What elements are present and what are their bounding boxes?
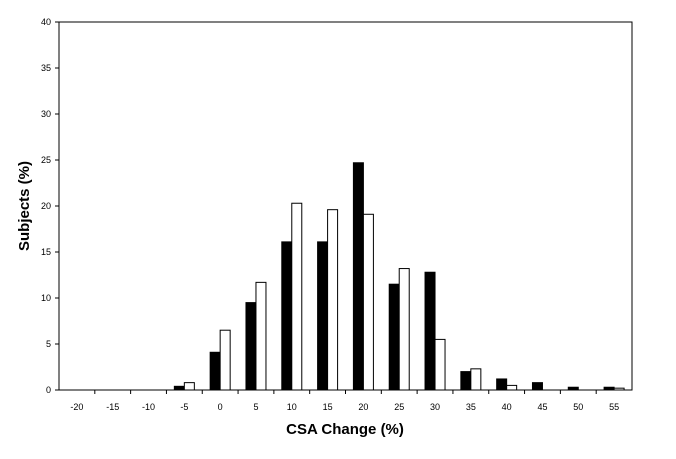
y-tick-label: 25 [41,155,51,165]
bar-series-1-25 [388,283,400,391]
x-tick-label: -5 [180,402,188,412]
bar-series-2-5 [255,281,267,391]
bar-series-1-40 [496,378,508,391]
bar-series-1-15 [317,241,329,391]
plot-area [58,21,633,391]
x-tick-label: 40 [502,402,512,412]
x-tick-label: 55 [609,402,619,412]
x-tick-label: 5 [253,402,258,412]
y-axis: 0 5 10 15 20 25 30 35 40 [41,17,59,395]
bar-series-2-40 [506,384,518,391]
y-tick-label: 30 [41,109,51,119]
x-tick-label: -15 [106,402,119,412]
x-tick-label: 0 [218,402,223,412]
x-tick-label: 15 [323,402,333,412]
bar-series-2-0 [219,329,231,391]
y-tick-label: 20 [41,201,51,211]
bars [173,162,625,391]
y-tick-label: 0 [46,385,51,395]
bar-series-2-35 [470,368,482,391]
y-tick-label: 35 [41,63,51,73]
bar-series-1--5 [173,385,185,391]
bar-series-1-35 [460,371,472,391]
x-tick-label: 10 [287,402,297,412]
bar-series-1-5 [245,302,257,391]
bar-series-2-10 [291,202,303,391]
bar-series-2-30 [434,338,446,391]
y-tick-label: 40 [41,17,51,27]
y-axis-title: Subjects (%) [16,161,33,251]
x-tick-label: -20 [70,402,83,412]
x-tick-label: 45 [537,402,547,412]
x-tick-label: 35 [466,402,476,412]
y-tick-label: 15 [41,247,51,257]
bar-series-1-30 [424,271,436,391]
bar-series-1-10 [281,241,293,391]
x-tick-label: 50 [573,402,583,412]
bar-series-2-15 [327,209,339,391]
x-tick-label: -10 [142,402,155,412]
y-tick-label: 10 [41,293,51,303]
x-tick-label: 30 [430,402,440,412]
bar-series-1-50 [567,386,579,391]
x-tick-label: 20 [358,402,368,412]
x-tick-label: 25 [394,402,404,412]
x-axis-title: CSA Change (%) [286,421,404,438]
y-tick-label: 5 [46,339,51,349]
bar-series-1-55 [603,386,615,391]
x-axis: -20 -15 -10 -5 0 5 10 15 20 25 30 35 40 45 50 55 [70,390,619,412]
bar-series-1-20 [352,162,364,391]
bar-series-2-20 [362,213,374,391]
bar-series-1-45 [531,382,543,391]
bar-series-2-25 [398,268,410,391]
bar-series-2--5 [183,382,195,391]
bar-series-2-55 [613,387,625,391]
bar-series-1-0 [209,351,221,391]
